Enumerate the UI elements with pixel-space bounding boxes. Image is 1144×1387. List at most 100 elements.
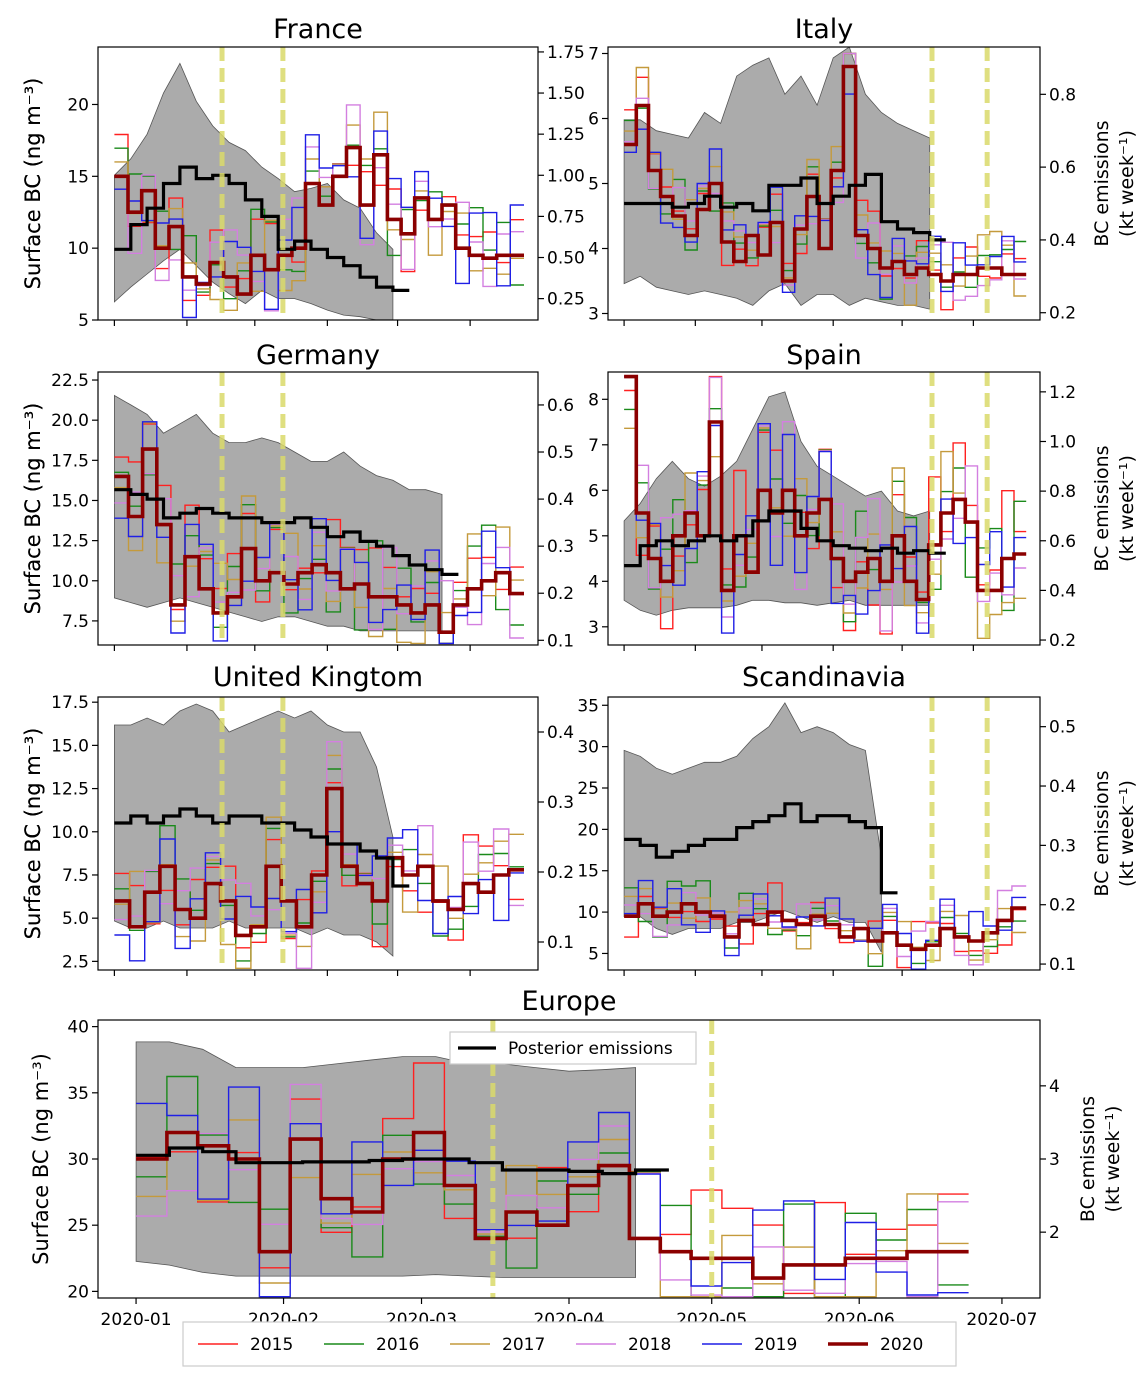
right-tick-label: 0.5 [547, 443, 574, 463]
left-tick-label: 35 [577, 696, 599, 716]
right-tick-label: 0.2 [547, 584, 574, 604]
posterior-legend-label: Posterior emissions [508, 1039, 673, 1059]
axes-frame [97, 371, 539, 646]
panel-title: Scandinavia [742, 662, 906, 693]
panel-title: Germany [256, 340, 380, 371]
left-tick-label: 25 [577, 779, 599, 799]
left-axis-label: Surface BC (ng m⁻³) [21, 728, 45, 940]
left-axis-label: Surface BC (ng m⁻³) [21, 403, 45, 615]
left-axis-label: Surface BC (ng m⁻³) [21, 728, 45, 940]
series-line-2019 [624, 93, 1027, 299]
left-tick-label: 35 [67, 1084, 89, 1104]
left-tick-label: 10 [577, 903, 599, 923]
right-tick-label: 1.2 [1049, 383, 1076, 403]
panel-spain: Spain 3 4 5 6 7 8 0.2 0.4 0.6 0.8 1.0 1.2 Surface BC … [21, 340, 1138, 651]
posterior-emissions-line [624, 802, 898, 895]
right-tick-label: 0.8 [1049, 85, 1076, 105]
left-tick-label: 10.0 [51, 572, 89, 592]
plot-area [114, 372, 524, 645]
right-tick-label: 0.8 [1049, 482, 1076, 502]
left-tick-label: 5 [588, 944, 599, 964]
left-tick-label: 15.0 [51, 736, 89, 756]
legend-label-2019: 2019 [754, 1335, 797, 1355]
posterior-emissions-line [114, 165, 410, 292]
right-tick-label: 0.5 [1049, 718, 1076, 738]
series-line-2015 [114, 782, 524, 949]
legend-label-2015: 2015 [250, 1335, 293, 1355]
legend-frame [182, 1321, 957, 1367]
right-tick-label: 0.1 [547, 631, 574, 651]
left-tick-label: 15.0 [51, 491, 89, 511]
right-axis-label-line2: (kt week⁻¹) [1116, 130, 1138, 237]
left-tick-label: 7.5 [62, 612, 89, 632]
right-tick-label: 0.25 [547, 290, 585, 310]
series-line-2020 [114, 145, 524, 296]
series-line-2016 [114, 768, 524, 962]
right-axis-label-line2: (kt week⁻¹) [1102, 1106, 1124, 1213]
legend-label-2020: 2020 [880, 1335, 923, 1355]
left-tick-label: 6 [588, 110, 599, 130]
x-tick-label: 2020-07 [966, 1310, 1037, 1330]
panel-scandinavia: Scandinavia 5 10 15 20 25 30 35 0.1 0.2 0.3 0.4 0.5 S… [21, 662, 1138, 976]
right-tick-label: 0.6 [1049, 158, 1076, 178]
left-axis-label: Surface BC (ng m⁻³) [21, 403, 45, 615]
right-tick-label: 1.25 [547, 125, 585, 145]
panel-title: Spain [786, 340, 861, 371]
left-tick-label: 20 [67, 95, 89, 115]
left-tick-label: 10 [67, 239, 89, 259]
right-tick-label: 2 [1049, 1223, 1060, 1243]
left-tick-label: 5 [588, 175, 599, 195]
series-line-2020 [624, 902, 1027, 952]
uncertainty-band [114, 703, 394, 957]
right-tick-label: 1.50 [547, 84, 585, 104]
left-tick-label: 3 [588, 618, 599, 638]
series-line-2020 [114, 786, 524, 938]
posterior-emissions-line [624, 172, 946, 242]
left-tick-label: 25 [67, 1216, 89, 1236]
legend-label-2017: 2017 [502, 1335, 545, 1355]
left-tick-label: 2.5 [62, 952, 89, 972]
right-tick-label: 0.4 [1049, 231, 1076, 251]
left-tick-label: 5.0 [62, 909, 89, 929]
panel-italy: Italy 3 4 5 6 7 0.2 0.4 0.6 0.8 Surface BC (ng m⁻³… [21, 14, 1138, 326]
left-tick-label: 7.5 [62, 866, 89, 886]
right-tick-label: 3 [1049, 1150, 1060, 1170]
right-axis-label-line2: (kt week⁻¹) [1116, 780, 1138, 887]
left-tick-label: 6 [588, 481, 599, 501]
right-tick-label: 0.50 [547, 249, 585, 269]
right-tick-label: 0.1 [1049, 955, 1076, 975]
left-tick-label: 20 [67, 1282, 89, 1302]
right-tick-label: 0.2 [1049, 631, 1076, 651]
series-line-2019 [136, 1086, 969, 1298]
left-tick-label: 17.5 [51, 451, 89, 471]
posterior-emissions-line [136, 1146, 669, 1176]
right-tick-label: 1.0 [1049, 432, 1076, 452]
left-axis-label: Surface BC (ng m⁻³) [21, 78, 45, 290]
plot-area [114, 47, 524, 320]
right-tick-label: 4 [1049, 1077, 1060, 1097]
right-axis-label-line1: BC emissions [1091, 120, 1113, 246]
panel-france: France 5 10 15 20 0.25 0.50 0.75 1.00 1.25 1.50 1.7… [21, 14, 585, 331]
left-tick-label: 4 [588, 240, 599, 260]
posterior-emissions-line [624, 509, 946, 568]
right-tick-label: 0.75 [547, 207, 585, 227]
left-tick-label: 10.0 [51, 823, 89, 843]
panel-title: Italy [795, 14, 854, 45]
left-tick-label: 30 [67, 1150, 89, 1170]
left-tick-label: 5 [78, 311, 89, 331]
legend-years: 2015 2016 2017 2018 2019 2020 [182, 1321, 957, 1367]
right-tick-label: 0.3 [1049, 836, 1076, 856]
x-tick-label: 2020-01 [101, 1310, 172, 1330]
left-tick-label: 17.5 [51, 693, 89, 713]
axes-frame [607, 696, 1041, 971]
right-tick-label: 0.4 [1049, 581, 1076, 601]
series-line-2020 [114, 447, 524, 634]
panels-group: France51015200.250.500.751.001.251.501.7… [21, 14, 1138, 1330]
right-axis-label-line1: BC emissions [1091, 445, 1113, 571]
series-line-2019 [624, 375, 1027, 634]
left-tick-label: 12.5 [51, 780, 89, 800]
series-line-2019 [114, 829, 524, 962]
right-axis-label-line2: (kt week⁻¹) [1116, 455, 1138, 562]
